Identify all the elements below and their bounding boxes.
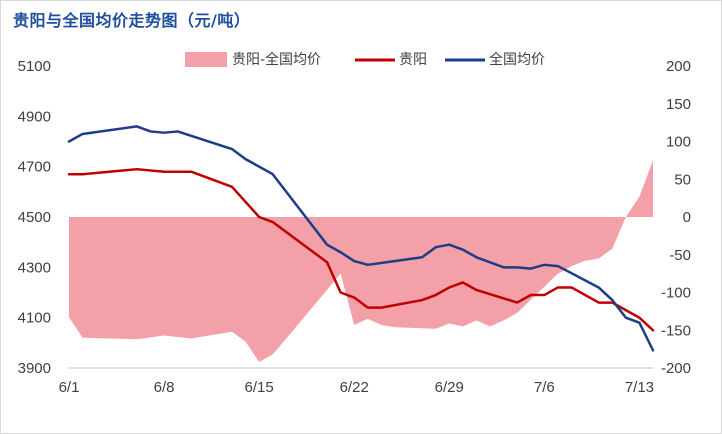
line-series-guiyang [67, 167, 655, 332]
legend-label-national: 全国均价 [489, 51, 545, 68]
y-left-tick-label: 3900 [18, 360, 51, 377]
y-left-tick-label: 4700 [18, 159, 51, 176]
y-left-tick-label: 4100 [18, 310, 51, 327]
x-tick-label: 6/22 [340, 379, 369, 396]
y-left-tick-label: 4300 [18, 259, 51, 276]
y-left-tick-label: 4900 [18, 108, 51, 125]
legend-label-guiyang: 贵阳 [399, 52, 427, 68]
line-series-national [67, 125, 655, 352]
y-right-tick-label: -150 [661, 322, 691, 339]
y-right-tick-label: 100 [666, 134, 691, 151]
chart-title: 贵阳与全国均价走势图（元/吨） [13, 11, 251, 30]
y-right-tick-label: -50 [669, 247, 691, 264]
x-tick-label: 6/1 [59, 379, 80, 396]
x-tick-label: 7/13 [625, 379, 654, 396]
area-series-diff [69, 160, 653, 362]
y-right-tick-label: 0 [683, 209, 691, 226]
x-tick-label: 7/6 [534, 379, 555, 396]
y-left-tick-label: 4500 [18, 209, 51, 226]
x-tick-label: 6/29 [435, 379, 464, 396]
legend-label-diff: 贵阳-全国均价 [232, 51, 321, 68]
y-right-tick-label: -100 [661, 285, 691, 302]
y-left-tick-label: 5100 [18, 58, 51, 75]
legend-swatch-diff [185, 52, 227, 67]
x-tick-label: 6/8 [154, 379, 175, 396]
y-right-tick-label: 200 [666, 58, 691, 75]
y-right-tick-label: 50 [674, 171, 691, 188]
y-right-tick-label: 150 [666, 96, 691, 113]
x-tick-label: 6/15 [245, 379, 274, 396]
y-right-tick-label: -200 [661, 360, 691, 377]
